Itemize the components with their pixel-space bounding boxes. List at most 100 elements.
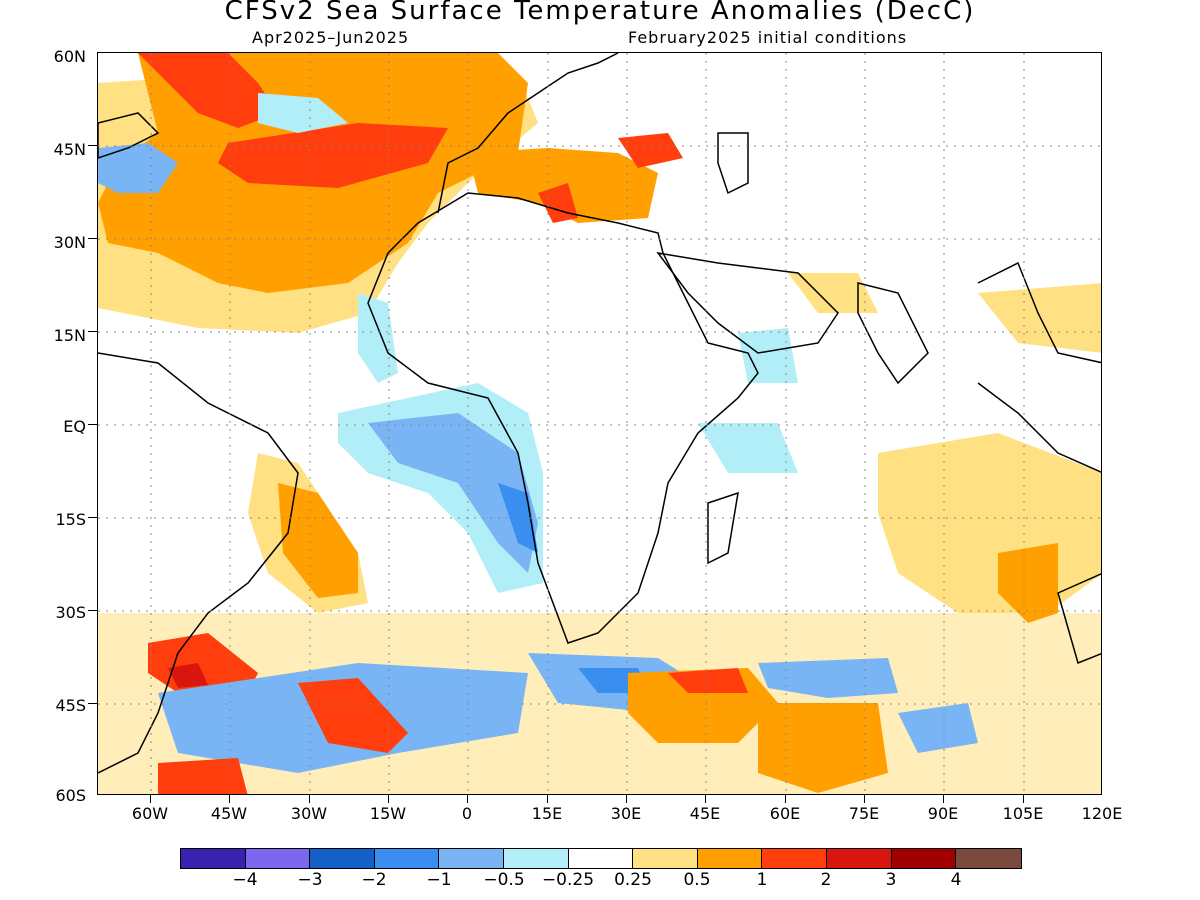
lon-tick [229,795,230,803]
colorbar-label: 3 [885,870,897,890]
anomaly-region-falklands-darkred [168,663,208,688]
lon-label: 120E [1081,804,1123,823]
chart-title: CFSv2 Sea Surface Temperature Anomalies … [224,0,976,26]
coastlines [98,53,1101,774]
colorbar-label: −0.25 [541,870,595,890]
anomaly-region-east-indian-pale [878,433,1101,613]
lon-label: 60W [131,804,169,823]
colorbar-label: 2 [820,870,832,890]
lon-tick [943,795,944,803]
southeast-asia-coastline [977,261,1101,364]
lat-tick [88,517,97,518]
anomaly-fields [98,53,1101,794]
colorbar-swatch [245,849,311,868]
lon-label: 45W [210,804,248,823]
lon-label: 15E [531,804,563,823]
anomaly-region-north-atlantic-cyan [258,93,348,133]
colorbar-swatch [826,849,892,868]
lon-label: 30E [610,804,642,823]
lat-label: 15N [53,326,86,345]
lon-tick [150,795,151,803]
anomaly-region-north-atlantic-red [138,53,278,128]
anomaly-region-north-atlantic-blue [98,143,178,193]
lat-label: 30S [55,603,86,622]
colorbar-label: −0.5 [483,870,525,890]
colorbar-swatch [956,849,1021,868]
lat-label: 30N [53,233,86,252]
colorbar-swatch [181,849,246,868]
lon-label: 75E [848,804,880,823]
lat-tick [88,238,97,239]
anomaly-region-south-atlantic-red [158,758,248,794]
colorbar-swatch [503,849,569,868]
lon-tick [864,795,865,803]
colorbar-swatch [374,849,440,868]
lon-label: 45E [689,804,721,823]
africa-coastline [367,192,759,644]
lat-tick [88,610,97,611]
colorbar-label: −2 [361,870,387,890]
colorbar-label: −4 [232,870,258,890]
madagascar-coastline [707,491,739,565]
anomaly-region-angola-blue [368,413,538,573]
colorbar-swatch [568,849,634,868]
lon-label: 30W [290,804,328,823]
anomaly-region-indo-pacific-pale [978,283,1101,353]
india-coastline [857,282,929,385]
lat-tick [88,145,97,146]
colorbar-swatch [891,849,957,868]
lon-tick [1023,795,1024,803]
anomaly-region-south-indian-orange [758,703,888,793]
lon-label: 105E [1002,804,1044,823]
anomaly-region-bay-of-bengal-cyan [738,328,798,383]
caspian-coastline [717,132,749,195]
south-america-coastline [98,352,299,774]
arabia-coastline [656,251,839,354]
lat-tick [88,703,97,704]
colorbar-label: 4 [950,870,962,890]
australia-coastline [1057,573,1101,665]
lon-tick [705,795,706,803]
anomaly-region-west-africa-cyan [358,293,398,383]
anomaly-region-arabian-pale [788,273,878,313]
europe-coastline [437,53,619,214]
colorbar-label: 0.25 [614,870,652,890]
anomaly-region-australia-orange [998,543,1058,623]
lat-tick [88,331,97,332]
lat-label: 45N [53,140,86,159]
lat-label: 60S [55,786,86,805]
colorbar-label: −1 [426,870,452,890]
lat-label: 15S [55,510,86,529]
colorbar-label: 0.5 [683,870,711,890]
colorbar-swatch [439,849,504,868]
lon-tick [388,795,389,803]
sumatra-coastline [977,382,1101,473]
lon-tick [626,795,627,803]
lat-label: EQ [63,417,86,436]
anomaly-region-south-indian-blue [898,703,978,753]
anomaly-region-black-sea [618,133,683,168]
lon-label: 0 [461,804,473,823]
lon-tick [309,795,310,803]
colorbar-swatch [762,849,827,868]
anomaly-region-south-indian-red [668,668,748,693]
anomaly-region-south-indian-blue [758,658,898,698]
lon-tick [467,795,468,803]
colorbar-swatch [633,849,698,868]
north-america-coastline [98,112,160,159]
colorbar-swatch [697,849,763,868]
anomaly-region-north-atlantic-red [218,123,448,188]
lat-label: 45S [55,696,86,715]
lon-label: 15W [369,804,407,823]
lat-tick [88,424,97,425]
lon-label: 60E [769,804,801,823]
colorbar-label: −3 [297,870,323,890]
initial-conditions: February2025 initial conditions [628,28,908,47]
lon-label: 90E [927,804,959,823]
forecast-period: Apr2025–Jun2025 [252,28,410,47]
colorbar-swatch [310,849,375,868]
lon-tick [785,795,786,803]
sst-anomaly-map [98,53,1101,794]
lon-tick [547,795,548,803]
anomaly-region-south-atlantic-red [298,678,408,753]
